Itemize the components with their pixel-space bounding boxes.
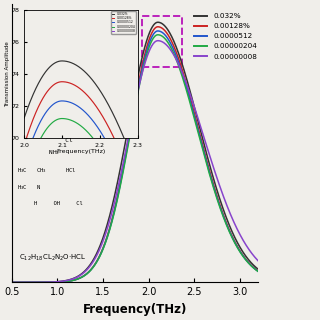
Text: H$_3$C   N: H$_3$C N	[17, 183, 42, 192]
Text: Cl: Cl	[39, 138, 73, 143]
Bar	[142, 16, 182, 67]
Legend: 0.032%, 0.00128%, 0.0000512, 0.00000204, 0.00000008: 0.032%, 0.00128%, 0.0000512, 0.00000204,…	[195, 13, 257, 60]
X-axis label: Frequency(THz): Frequency(THz)	[83, 303, 187, 316]
Text: H$_3$C   CH$_3$      HCl: H$_3$C CH$_3$ HCl	[17, 166, 77, 175]
Text: NH$_2$: NH$_2$	[37, 148, 60, 157]
Text: $\mathrm{C_{12}H_{18}CL_2N_2O{\cdot}HCL}$: $\mathrm{C_{12}H_{18}CL_2N_2O{\cdot}HCL}…	[19, 253, 87, 263]
Text: H     OH     Cl: H OH Cl	[34, 201, 83, 206]
